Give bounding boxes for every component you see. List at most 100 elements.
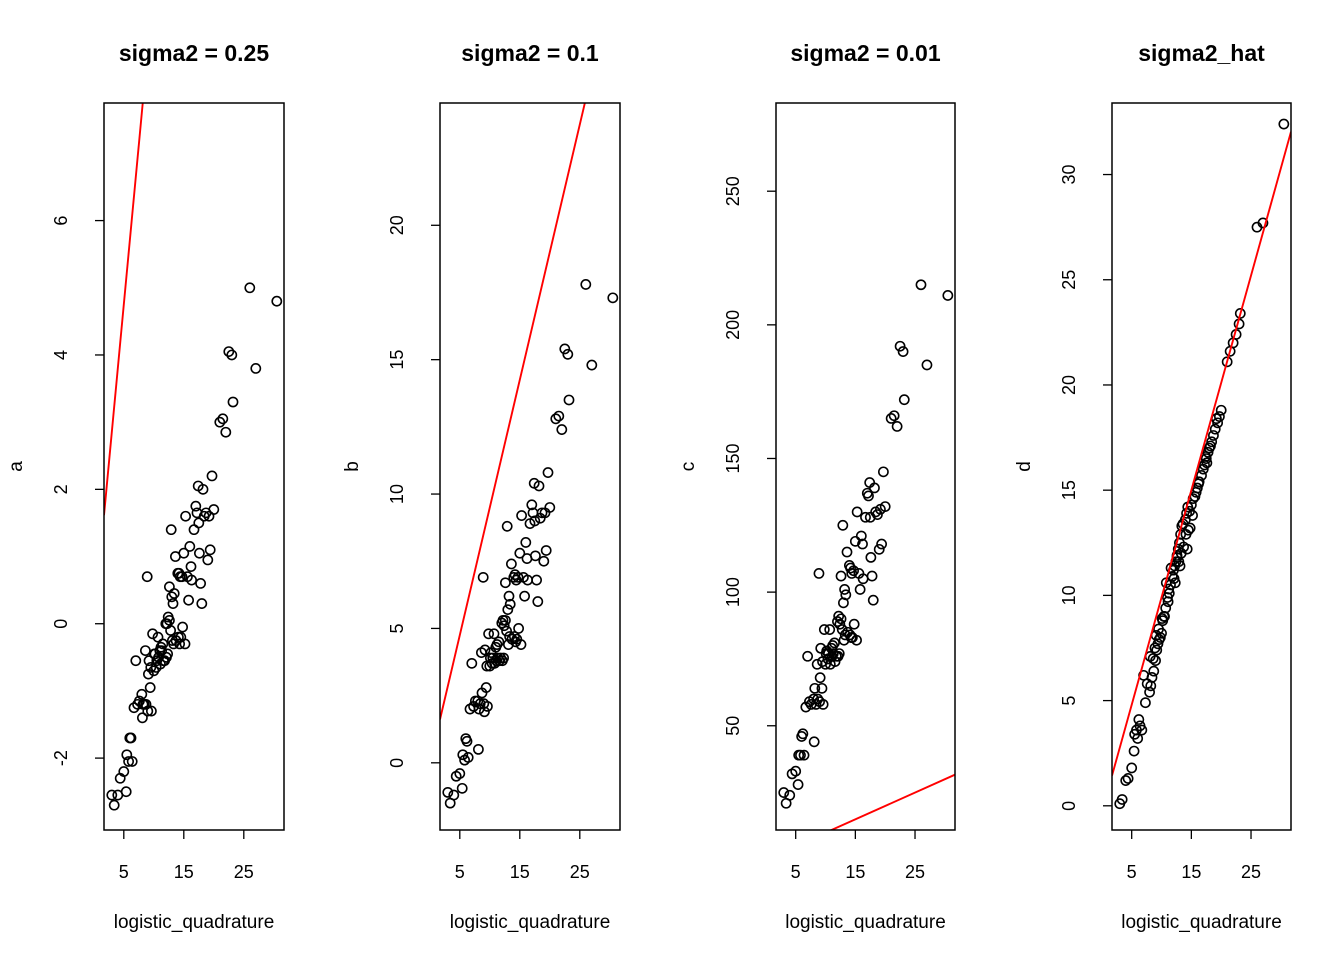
data-point: [891, 421, 903, 432]
data-point: [469, 695, 481, 707]
data-point: [509, 631, 520, 642]
data-point: [128, 702, 140, 714]
data-point: [193, 547, 205, 559]
data-point: [514, 547, 526, 559]
plot-area: [440, 103, 619, 809]
data-point: [1201, 457, 1213, 469]
chart-title: sigma2 = 0.25: [119, 40, 269, 66]
data-point: [556, 424, 568, 435]
data-point: [869, 482, 880, 494]
data-point: [846, 568, 858, 579]
data-point: [510, 636, 521, 648]
y-axis-label: a: [6, 461, 27, 472]
data-point: [139, 645, 151, 657]
data-point: [805, 698, 817, 710]
data-point: [442, 786, 454, 798]
data-point: [526, 499, 538, 511]
data-point: [586, 359, 598, 371]
data-point: [145, 705, 157, 717]
data-point: [867, 594, 879, 606]
data-point: [888, 410, 900, 422]
data-point: [826, 650, 838, 662]
data-point: [206, 470, 218, 482]
data-point: [195, 578, 206, 589]
plot-frame: [1111, 102, 1292, 831]
data-point: [140, 698, 152, 710]
x-tick-label: 5: [455, 862, 465, 882]
data-point: [1215, 404, 1227, 416]
data-point: [860, 511, 871, 523]
data-point: [1278, 118, 1290, 130]
data-point: [183, 594, 194, 606]
data-point: [812, 693, 824, 705]
data-point: [176, 571, 188, 583]
data-point: [863, 490, 874, 502]
y-tick-label: 10: [387, 484, 407, 504]
data-point: [165, 524, 177, 536]
data-point: [815, 642, 827, 654]
data-point: [167, 598, 179, 609]
data-point: [244, 282, 256, 294]
data-point: [143, 655, 155, 667]
y-axis-label: c: [678, 462, 699, 472]
data-point: [559, 343, 571, 355]
y-tick-label: 0: [51, 619, 71, 629]
data-point: [503, 590, 515, 602]
plot-area: [104, 103, 283, 811]
data-point: [519, 590, 530, 602]
data-point: [1131, 724, 1142, 736]
data-point: [121, 749, 133, 761]
reference-line: [1112, 131, 1291, 776]
data-point: [829, 637, 840, 649]
data-point: [499, 614, 511, 626]
data-point: [1133, 714, 1145, 725]
x-tick-label: 15: [174, 862, 194, 882]
data-point: [1209, 423, 1221, 435]
data-point: [836, 624, 848, 635]
data-point: [1214, 411, 1225, 422]
data-point: [179, 638, 191, 650]
data-point: [165, 625, 176, 636]
data-point: [516, 510, 527, 521]
data-point: [816, 682, 828, 694]
y-tick-label: 5: [1059, 696, 1079, 706]
data-point: [848, 565, 859, 577]
data-point: [851, 506, 863, 518]
x-tick-label: 15: [1181, 862, 1201, 882]
data-point: [885, 412, 897, 424]
data-point: [227, 396, 239, 408]
data-point: [448, 789, 460, 801]
reference-line: [829, 773, 955, 830]
y-tick-label: 2: [51, 484, 71, 494]
y-tick-label: 100: [723, 577, 743, 607]
data-point: [1187, 510, 1198, 521]
data-point: [185, 561, 197, 573]
y-tick-label: 0: [387, 758, 407, 768]
data-point: [186, 574, 197, 586]
y-tick-label: 20: [1059, 375, 1079, 395]
data-point: [498, 652, 509, 664]
data-point: [461, 735, 473, 747]
data-point: [180, 510, 191, 522]
data-point: [536, 507, 548, 519]
data-point: [1128, 745, 1140, 757]
data-point: [897, 346, 909, 357]
data-point: [217, 413, 229, 425]
data-point: [130, 655, 142, 667]
data-point: [894, 340, 906, 352]
y-tick-label: 150: [723, 443, 743, 473]
data-point: [106, 789, 118, 801]
plot-frame: [103, 102, 285, 831]
data-point: [454, 768, 466, 779]
data-point: [1120, 775, 1132, 786]
data-point: [133, 695, 145, 707]
data-point: [504, 598, 516, 610]
data-point: [835, 613, 847, 625]
chart-panel-1: sigma2 = 0.25 logistic_quadrature a 5 15 25 -2…: [6, 40, 285, 933]
data-point: [190, 500, 202, 512]
data-point: [1126, 762, 1138, 774]
data-point: [533, 480, 545, 492]
data-point: [163, 614, 175, 626]
y-tick-label: 4: [51, 350, 71, 360]
data-point: [795, 749, 806, 761]
